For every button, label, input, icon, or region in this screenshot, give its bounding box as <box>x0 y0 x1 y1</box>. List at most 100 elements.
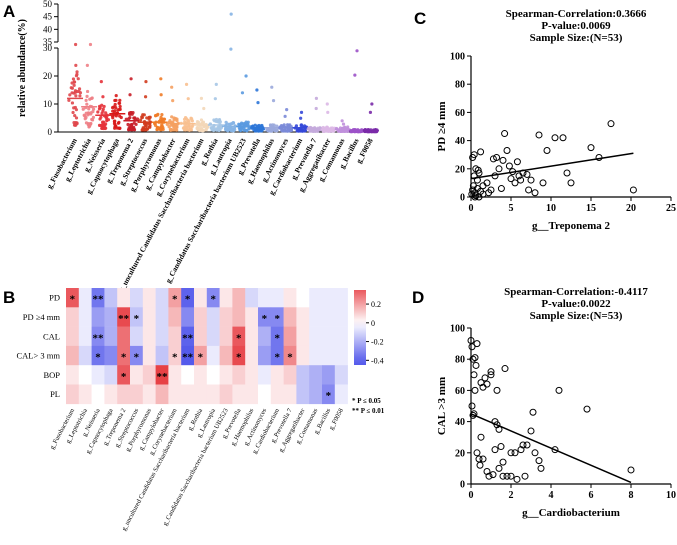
data-point <box>491 446 499 454</box>
data-point <box>314 96 319 100</box>
row-label: BOP <box>43 370 60 380</box>
data-point <box>118 107 122 111</box>
data-point <box>218 128 222 132</box>
heatmap-cell <box>117 345 131 366</box>
data-point <box>471 193 479 201</box>
data-point <box>117 101 122 105</box>
scatter-cardiobacterium: Spearman-Correlation:-0.4117P-value:0.00… <box>436 286 676 519</box>
heatmap-cell <box>168 365 182 385</box>
data-point <box>168 119 172 123</box>
x-tick-label: 2 <box>509 490 514 501</box>
heatmap-cell <box>309 365 323 385</box>
heatmap-cell <box>270 307 284 327</box>
data-point <box>69 86 73 90</box>
heatmap-cell <box>155 307 169 327</box>
data-point <box>507 472 515 480</box>
data-point <box>259 124 263 128</box>
heatmap-cell <box>283 365 297 385</box>
data-point <box>160 113 164 117</box>
data-point <box>227 122 232 127</box>
colorbar-tick-label: 0 <box>371 319 375 328</box>
data-point <box>199 127 204 131</box>
data-point <box>513 158 521 166</box>
data-point <box>285 108 289 112</box>
data-point <box>96 110 100 114</box>
data-point <box>135 117 140 121</box>
data-point <box>503 472 511 480</box>
data-point <box>72 83 76 87</box>
heatmap-cell <box>206 307 220 327</box>
heatmap-cell <box>309 384 323 405</box>
panel-letter-c: C <box>414 9 426 28</box>
heatmap-cell <box>194 307 208 327</box>
data-point <box>497 443 505 451</box>
heatmap-cell <box>194 384 208 405</box>
heatmap-cell <box>168 384 182 405</box>
data-point <box>172 118 176 122</box>
data-point <box>111 116 115 120</box>
panel-letter-d: D <box>412 288 424 307</box>
data-point <box>551 134 559 142</box>
data-point <box>341 122 346 126</box>
heatmap-cell <box>66 326 80 347</box>
colorbar-tick-label: -0.4 <box>371 356 384 365</box>
heatmap-cell <box>155 326 169 347</box>
heatmap-cell <box>66 288 80 308</box>
data-point <box>99 123 104 127</box>
data-point <box>299 129 303 133</box>
panel-letter-b: B <box>3 288 15 307</box>
data-point <box>75 70 79 74</box>
significance-mark: * <box>134 313 140 325</box>
data-point <box>70 81 74 85</box>
data-point <box>527 176 535 184</box>
x-tick-label: 20 <box>626 203 636 214</box>
data-point <box>113 109 117 113</box>
data-point <box>104 111 108 115</box>
data-point <box>472 361 480 369</box>
data-point <box>70 101 75 105</box>
heatmap-cell <box>117 307 131 327</box>
heatmap-cell <box>219 384 233 405</box>
data-point <box>473 176 481 184</box>
heatmap-cell <box>66 307 80 327</box>
data-point <box>148 123 152 128</box>
y-axis-label: relative abundance(%) <box>17 19 28 117</box>
heatmap-cell <box>117 384 131 405</box>
panel-letter-a: A <box>3 2 15 21</box>
heatmap-cell <box>194 365 208 385</box>
significance-mark: * <box>274 352 280 364</box>
data-point <box>100 103 104 107</box>
data-point <box>499 156 507 164</box>
data-point <box>155 127 159 132</box>
heatmap-cell <box>245 307 259 327</box>
data-point <box>470 151 478 159</box>
data-point <box>147 117 151 121</box>
heatmap-cell <box>168 326 182 347</box>
data-point <box>535 457 543 465</box>
data-point <box>487 368 495 376</box>
heatmap-cell <box>91 326 105 347</box>
y-tick-label: 10 <box>43 99 53 109</box>
significance-mark: * <box>185 294 191 306</box>
heatmap-cell <box>168 307 182 327</box>
data-point <box>140 115 145 120</box>
data-point <box>531 189 539 197</box>
heatmap-cell <box>104 326 118 347</box>
data-point <box>567 179 575 187</box>
heatmap-cell <box>142 307 156 327</box>
significance-mark: * <box>121 352 127 364</box>
data-point <box>128 93 132 97</box>
data-point <box>521 472 529 480</box>
data-point <box>170 115 174 119</box>
heatmap-cell <box>258 345 272 366</box>
data-point <box>75 121 79 126</box>
data-point <box>477 433 485 441</box>
heatmap-cell <box>206 288 220 308</box>
data-point <box>233 128 237 132</box>
heatmap-cell <box>283 384 297 405</box>
y-axis-label: CAL >3 mm <box>436 377 448 435</box>
heatmap-cell <box>309 345 323 366</box>
heatmap-cell <box>206 365 220 385</box>
data-point <box>181 126 186 130</box>
data-point <box>78 94 82 98</box>
